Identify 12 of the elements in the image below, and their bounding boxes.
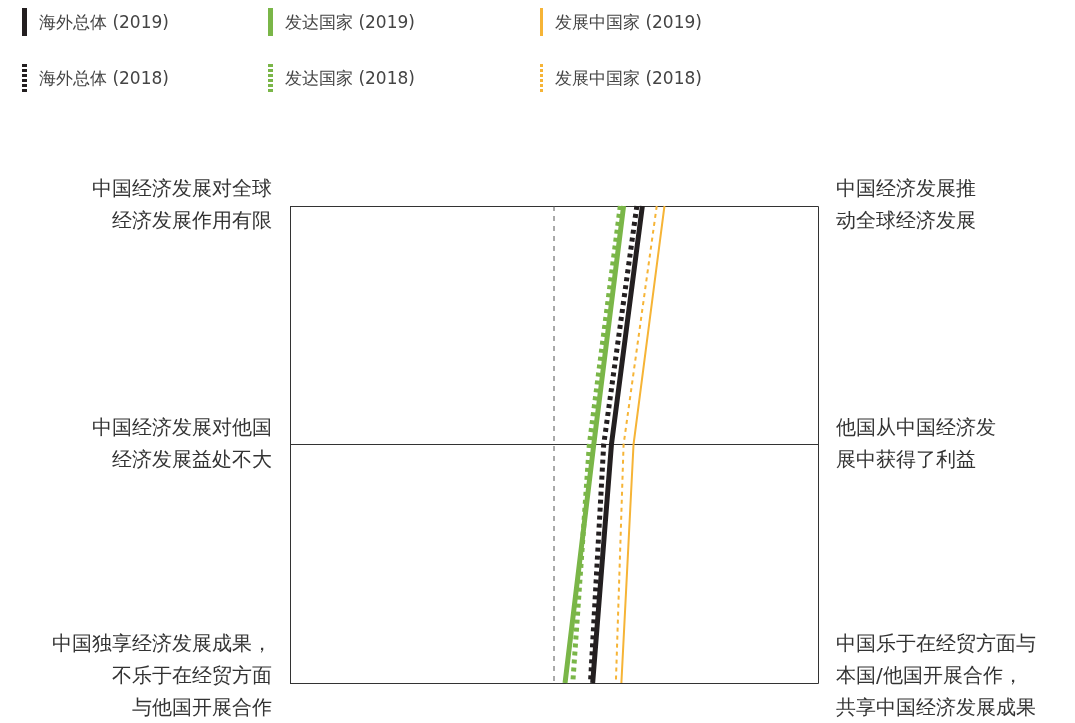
legend-label: 发展中国家 (2019): [555, 10, 702, 34]
y-tick-label: 中国独享经济发展成果，不乐于在经贸方面与他国开展合作: [52, 631, 272, 720]
y-tick-label: 中国经济发展对他国经济发展益处不大: [92, 414, 272, 471]
legend-label: 海外总体 (2019): [39, 10, 169, 34]
y2-tick-label: 中国乐于在经贸方面与本国/他国开展合作，共享中国经济发展成果: [836, 631, 1036, 720]
legend-label: 发达国家 (2019): [285, 10, 415, 34]
y-tick-label: 中国经济发展对全球经济发展作用有限: [92, 176, 272, 233]
legend-label: 发达国家 (2018): [285, 66, 415, 90]
legend-label: 海外总体 (2018): [39, 66, 169, 90]
legend-label: 发展中国家 (2018): [555, 66, 702, 90]
y2-tick-label: 他国从中国经济发展中获得了利益: [836, 414, 996, 471]
y2-tick-label: 中国经济发展推动全球经济发展: [836, 176, 976, 233]
